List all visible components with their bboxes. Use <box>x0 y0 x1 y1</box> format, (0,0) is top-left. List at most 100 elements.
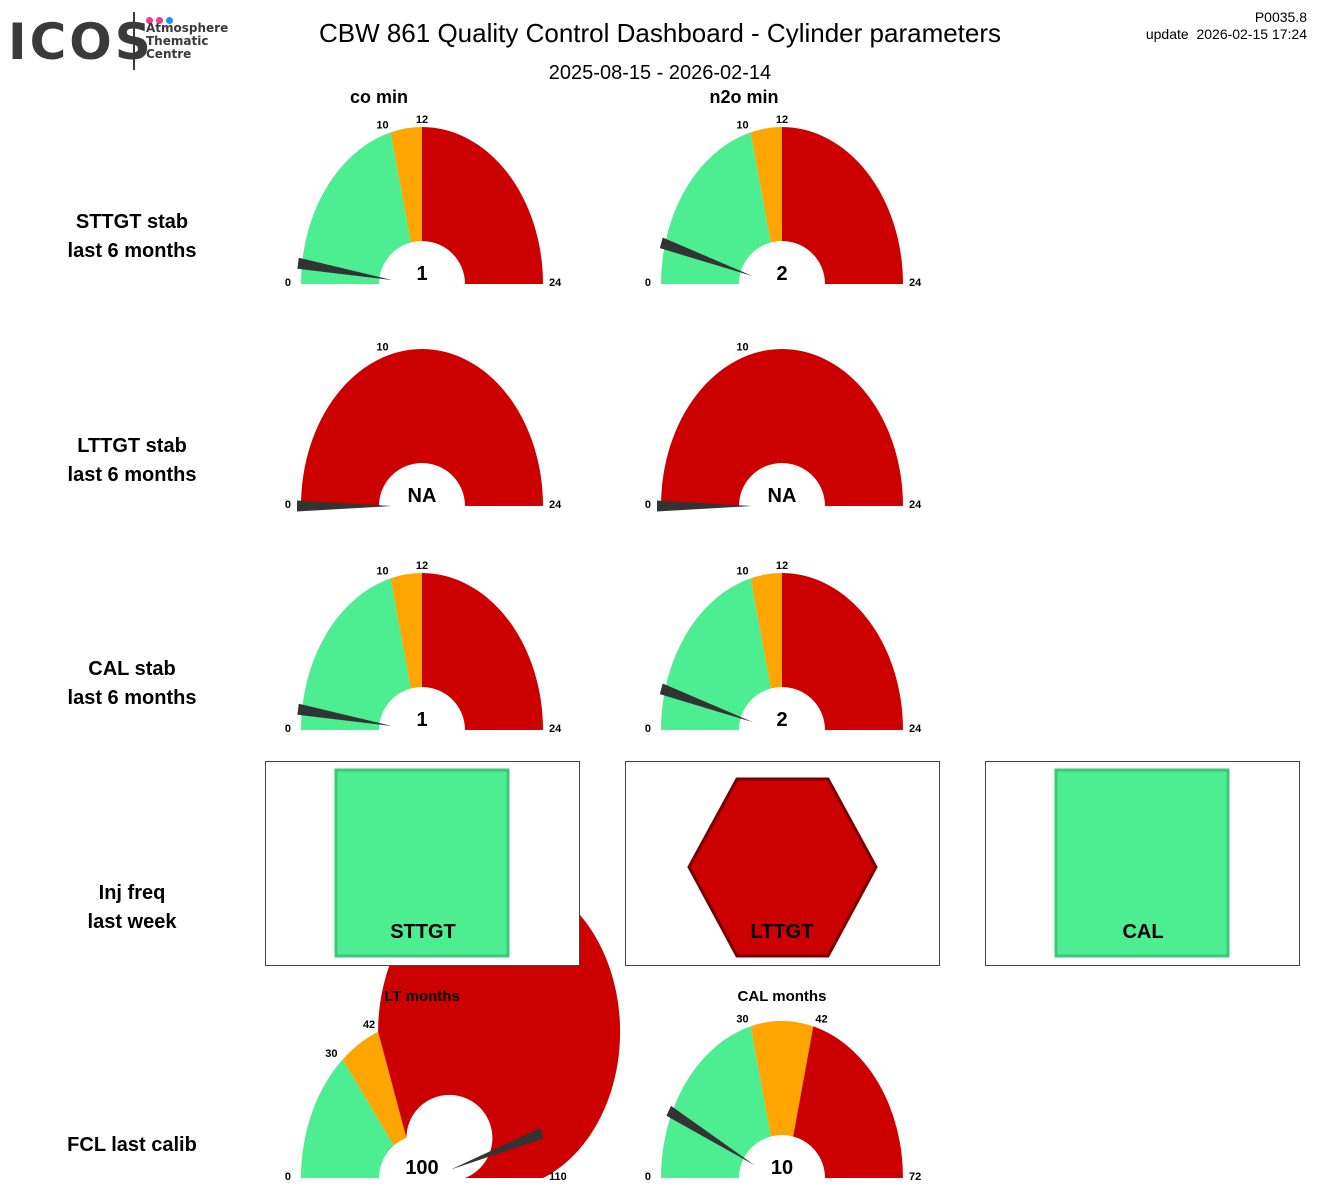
status-panel-lttgt: LTTGT <box>625 761 940 966</box>
gauge-band-green <box>301 1059 394 1178</box>
gauge-band-red <box>782 127 903 284</box>
logo-sub-line: Thematic <box>146 34 209 48</box>
gauge-title-cal-months: CAL months <box>737 988 827 1005</box>
status-panel-cal: CAL <box>985 761 1300 966</box>
row-label-fcl: FCL last calib <box>32 1131 232 1160</box>
status-square-cal <box>1054 768 1230 958</box>
gauge-needle <box>659 237 754 277</box>
gauge-lttgt-stab-n2o-min: NA 0 10 24 <box>645 342 922 512</box>
gauge-tick-label: 10 <box>736 120 748 132</box>
row-label-sttgt: STTGT stab last 6 months <box>32 208 232 266</box>
status-label-cal: CAL <box>1122 921 1163 943</box>
status-panel-sttgt: STTGT <box>265 761 580 966</box>
gauge-needle <box>666 1105 755 1166</box>
logo-subtitle: Atmosphere Thematic Centre <box>146 22 228 61</box>
gauge-tick-label: 110 <box>549 1171 567 1183</box>
row-label-cal: CAL stab last 6 months <box>32 655 232 713</box>
gauge-band-red <box>661 349 903 506</box>
gauge-tick-label: 24 <box>549 723 562 735</box>
row-label-line: last week <box>87 911 177 933</box>
icos-logo-text: ICOS <box>8 13 154 71</box>
gauge-tick-label: 24 <box>549 277 562 289</box>
gauge-tick-label: 10 <box>376 120 388 132</box>
gauge-tick-label: 30 <box>325 1048 337 1060</box>
gauge-tick-label: 24 <box>909 723 922 735</box>
gauge-tick-label: 24 <box>909 277 922 289</box>
gauge-title-lt-months: LT months <box>384 988 460 1005</box>
gauge-band-red <box>301 349 543 506</box>
gauge-tick-label: 42 <box>363 1019 375 1031</box>
gauge-tick-label: 30 <box>736 1014 748 1026</box>
gauge-band-green <box>301 578 411 730</box>
status-chart-lttgt: LTTGT <box>687 777 878 958</box>
gauge-tick-label: 12 <box>776 560 788 572</box>
row-label-line: last 6 months <box>67 240 197 262</box>
gauge-lttgt-stab-co-min: NA 0 10 24 <box>285 342 562 512</box>
gauge-value: 10 <box>771 1157 793 1179</box>
gauge-tick-label: 0 <box>645 723 651 735</box>
gauge-tick-label: 72 <box>909 1171 921 1183</box>
gauge-tick-label: 0 <box>645 499 651 511</box>
gauge-needle <box>659 683 754 723</box>
gauge-band-red <box>793 1026 903 1178</box>
gauge-value: 2 <box>776 263 787 285</box>
status-hexagon-lttgt <box>687 777 878 958</box>
update-timestamp: update 2026-02-15 17:24 <box>1145 26 1307 42</box>
row-label-line: CAL stab <box>88 658 176 680</box>
gauge-band-orange <box>750 1020 814 1137</box>
logo-divider <box>133 12 135 70</box>
gauge-tick-label: 24 <box>549 499 562 511</box>
gauge-tick-label: 10 <box>376 342 388 354</box>
row-label-line: LTTGT stab <box>77 435 187 457</box>
gauge-tick-label: 0 <box>285 1171 291 1183</box>
gauge-needle <box>297 257 393 281</box>
gauge-band-green <box>661 1026 771 1178</box>
gauge-needle <box>657 500 752 512</box>
row-label-line: last 6 months <box>67 464 197 486</box>
gauge-tick-label: 0 <box>285 277 291 289</box>
row-label-line: last 6 months <box>67 687 197 709</box>
gauge-band-orange <box>390 127 422 243</box>
gauge-tick-label: 12 <box>416 560 428 572</box>
status-square-sttgt <box>334 768 510 958</box>
column-header-co-min: co min <box>349 87 408 107</box>
gauge-band-orange <box>342 1031 407 1146</box>
gauge-band-orange <box>390 573 422 689</box>
gauge-band-green <box>661 132 771 284</box>
gauge-tick-label: 12 <box>416 114 428 126</box>
gauge-band-green <box>661 578 771 730</box>
logo-sub-line: Atmosphere <box>146 21 229 35</box>
logo-sub-line: Centre <box>146 47 192 61</box>
gauge-value: 1 <box>416 263 427 285</box>
gauge-band-red <box>782 573 903 730</box>
row-label-inj-freq: Inj freq last week <box>32 879 232 937</box>
gauge-needle <box>297 703 393 727</box>
status-chart-sttgt: STTGT <box>334 768 510 958</box>
gauge-tick-label: 0 <box>285 723 291 735</box>
status-chart-cal: CAL <box>1054 768 1230 958</box>
gauge-tick-label: 0 <box>645 277 651 289</box>
status-label-sttgt: STTGT <box>390 921 456 943</box>
gauge-value: 2 <box>776 709 787 731</box>
gauge-fcl-last-calib-cal-months: 10 0 30 42 72 <box>645 1014 921 1183</box>
gauge-value: NA <box>768 485 797 507</box>
gauge-tick-label: 0 <box>645 1171 651 1183</box>
row-label-line: FCL last calib <box>67 1134 197 1156</box>
gauge-band-orange <box>750 127 782 243</box>
gauge-tick-label: 12 <box>776 114 788 126</box>
gauge-band-orange <box>750 573 782 689</box>
gauge-value: 1 <box>416 709 427 731</box>
status-label-lttgt: LTTGT <box>751 921 814 943</box>
gauge-tick-label: 0 <box>285 499 291 511</box>
gauge-tick-label: 10 <box>736 342 748 354</box>
logo-dots-icon <box>146 11 176 29</box>
column-header-n2o-min: n2o min <box>709 87 779 107</box>
gauge-needle <box>297 500 392 512</box>
row-label-line: Inj freq <box>98 882 166 904</box>
gauge-value: NA <box>408 485 437 507</box>
gauge-needle <box>450 1127 544 1170</box>
gauge-value: 100 <box>405 1157 438 1179</box>
